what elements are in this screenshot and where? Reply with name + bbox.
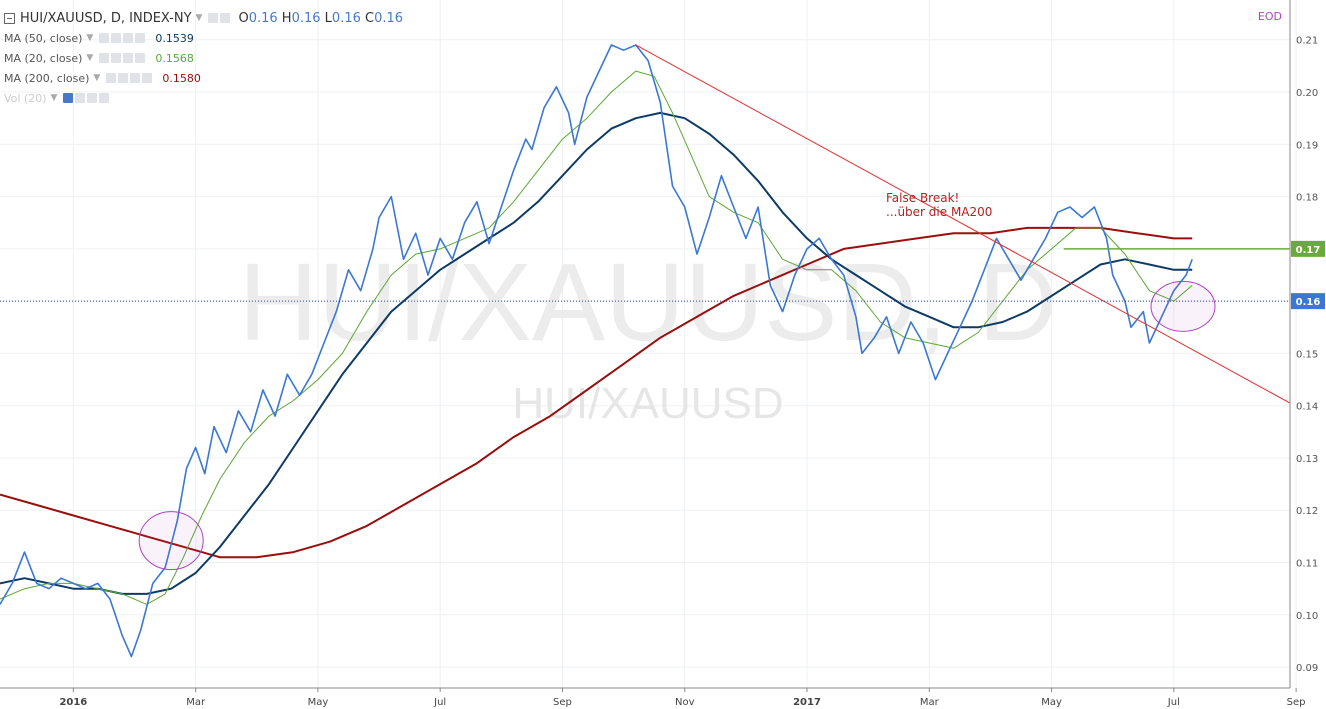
indicator-label: MA (20, close) (4, 51, 83, 65)
close-icon[interactable] (99, 93, 110, 103)
settings-icon[interactable] (208, 13, 219, 23)
price-label-bg (1291, 293, 1325, 310)
y-tick-label: 0.12 (1296, 506, 1318, 517)
indicator-label: MA (200, close) (4, 71, 90, 85)
indicator-vol[interactable]: Vol (20) ▼ (4, 88, 403, 108)
x-tick-label: Sep (1287, 697, 1306, 708)
watermark: HUI/XAUUSD, D HUI/XAUUSD (239, 241, 1058, 428)
x-tick-label: Jul (433, 697, 446, 708)
plus-icon[interactable] (130, 73, 141, 83)
indicator-value: 0.1568 (155, 51, 194, 65)
price-label: 0.16 (1296, 297, 1321, 308)
indicator-value: 0.1539 (155, 31, 194, 45)
y-tick-label: 0.15 (1296, 349, 1318, 360)
gear-icon[interactable] (111, 53, 122, 63)
x-tick-label: Mar (186, 697, 206, 708)
indicator-ma200[interactable]: MA (200, close) ▼ 0.1580 (4, 68, 403, 88)
plus-icon[interactable] (87, 93, 98, 103)
chevron-down-icon[interactable]: ▼ (86, 33, 94, 43)
trendline (635, 44, 1291, 404)
series-lines (0, 44, 1193, 658)
annotation-text: ...über die MA200 (886, 205, 992, 219)
gear-icon[interactable] (75, 93, 86, 103)
series-ma-50-close- (0, 111, 1193, 595)
x-tick-label: May (308, 697, 329, 708)
price-label: 0.17 (1296, 245, 1321, 256)
symbol-row: HUI/XAUUSD, D, INDEX-NY ▼ O0.16 H0.16 L0… (4, 8, 403, 28)
x-tick-label: Mar (920, 697, 940, 708)
chevron-down-icon[interactable]: ▼ (50, 93, 58, 103)
x-tick-label: Sep (553, 697, 572, 708)
x-tick-label: May (1041, 697, 1062, 708)
series-hui-xauusd (0, 44, 1193, 658)
plus-icon[interactable] (123, 53, 134, 63)
y-tick-label: 0.21 (1296, 36, 1318, 47)
close-icon[interactable] (135, 53, 146, 63)
indicator-value: 0.1580 (162, 71, 201, 85)
eye-icon[interactable] (63, 93, 74, 103)
chevron-down-icon[interactable]: ▼ (195, 13, 203, 23)
gear-icon[interactable] (111, 33, 122, 43)
x-tick-label: 2017 (793, 697, 821, 708)
overlays: False Break!...über die MA200 (0, 44, 1291, 571)
y-tick-label: 0.20 (1296, 88, 1318, 99)
eye-icon[interactable] (106, 73, 117, 83)
watermark-small: HUI/XAUUSD (512, 379, 783, 428)
series-ma-200-close- (0, 226, 1193, 559)
y-tick-label: 0.11 (1296, 559, 1318, 570)
series-ma-20-close- (0, 70, 1193, 605)
indicator-label: Vol (20) (4, 91, 47, 105)
eye-icon[interactable] (99, 33, 110, 43)
chevron-down-icon[interactable]: ▼ (86, 53, 94, 63)
y-tick-label: 0.19 (1296, 140, 1318, 151)
y-tick-label: 0.10 (1296, 611, 1318, 622)
gear-icon[interactable] (220, 13, 231, 23)
chevron-down-icon[interactable]: ▼ (93, 73, 101, 83)
indicator-ma50[interactable]: MA (50, close) ▼ 0.1539 (4, 28, 403, 48)
highlight-circle-2017 (1150, 280, 1216, 332)
watermark-big: HUI/XAUUSD, D (239, 241, 1058, 364)
indicator-label: MA (50, close) (4, 31, 83, 45)
y-tick-label: 0.13 (1296, 454, 1318, 465)
grid-lines (0, 0, 1297, 688)
x-tick-label: Jul (1167, 697, 1180, 708)
price-label-bg (1291, 240, 1325, 257)
indicator-ma20[interactable]: MA (20, close) ▼ 0.1568 (4, 48, 403, 68)
highlight-circle-2016 (138, 511, 204, 571)
ohlc-values: O0.16 H0.16 L0.16 C0.16 (238, 10, 404, 26)
close-icon[interactable] (135, 33, 146, 43)
close-icon[interactable] (142, 73, 153, 83)
eod-label: EOD (1257, 10, 1282, 23)
gear-icon[interactable] (118, 73, 129, 83)
collapse-icon[interactable] (4, 12, 15, 24)
x-tick-label: 2016 (59, 697, 87, 708)
x-tick-label: Nov (675, 697, 695, 708)
eye-icon[interactable] (99, 53, 110, 63)
annotation-text: False Break! (886, 191, 959, 205)
legend: HUI/XAUUSD, D, INDEX-NY ▼ O0.16 H0.16 L0… (4, 8, 403, 108)
y-tick-label: 0.18 (1296, 193, 1318, 204)
plus-icon[interactable] (123, 33, 134, 43)
y-tick-label: 0.09 (1296, 663, 1318, 674)
y-tick-label: 0.14 (1296, 402, 1318, 413)
symbol-title[interactable]: HUI/XAUUSD, D, INDEX-NY (20, 10, 192, 26)
